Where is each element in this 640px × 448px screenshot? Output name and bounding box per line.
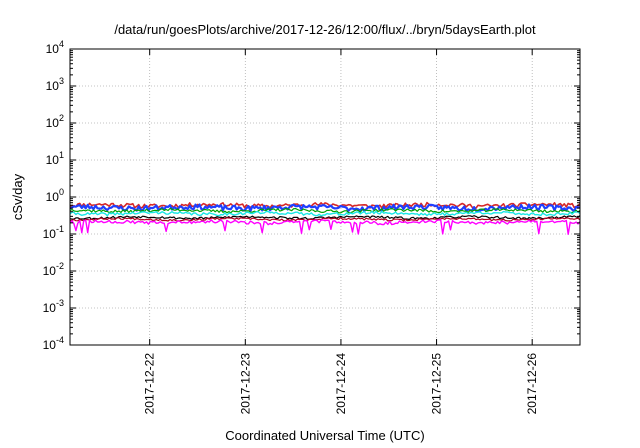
y-axis: 10-4 10-3 10-2 10-1 100 101 102 103 104 [43, 39, 580, 352]
chart-title: /data/run/goesPlots/archive/2017-12-26/1… [114, 22, 536, 37]
series-line-7 [69, 219, 581, 236]
series-line-4 [69, 210, 581, 217]
y-tick-label: 102 [46, 113, 64, 130]
x-tick-label: 2017-12-26 [525, 353, 539, 415]
data-series [69, 201, 581, 236]
y-tick-label: 104 [46, 39, 64, 56]
y-tick-label: 10-3 [43, 298, 64, 315]
series-line-3 [69, 207, 581, 214]
series-line-6 [69, 217, 581, 222]
y-tick-label: 10-2 [43, 261, 64, 278]
y-tick-label: 10-1 [43, 224, 64, 241]
x-axis-label: Coordinated Universal Time (UTC) [225, 428, 424, 443]
y-tick-label: 101 [46, 150, 64, 167]
y-axis-label: cSv/day [10, 173, 25, 220]
y-tick-label: 100 [46, 187, 64, 204]
y-tick-label: 10-4 [43, 335, 64, 352]
x-tick-label: 2017-12-25 [430, 353, 444, 415]
x-tick-label: 2017-12-23 [238, 353, 252, 415]
grid-lines [70, 49, 580, 345]
x-axis: 2017-12-22 2017-12-23 2017-12-24 2017-12-25… [143, 49, 539, 415]
y-tick-label: 103 [46, 76, 64, 93]
x-tick-label: 2017-12-22 [143, 353, 157, 415]
x-tick-label: 2017-12-24 [334, 353, 348, 415]
series-line-1 [69, 201, 581, 209]
